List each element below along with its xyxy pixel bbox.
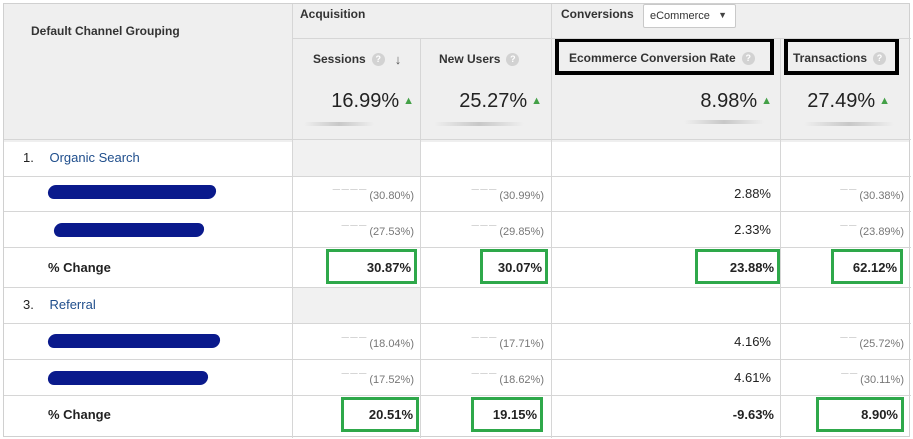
transactions-highlight-box (784, 38, 899, 75)
ecr-cell: 4.61% (734, 370, 771, 385)
new-users-cell: ¯ ¯ ¯ (29.85%) (471, 223, 544, 238)
transactions-column-header[interactable]: Transactions? (793, 51, 887, 66)
new-users-cell: ¯ ¯ ¯ (30.99%) (471, 187, 544, 202)
help-icon[interactable]: ? (741, 52, 755, 66)
report-table: Default Channel Grouping Acquisition Con… (3, 3, 911, 438)
row-divider (4, 139, 911, 140)
row-divider (4, 247, 911, 248)
change-transactions: 8.90% (861, 407, 898, 422)
dimension-header[interactable]: Default Channel Grouping (31, 24, 180, 38)
change-ecr: 23.88% (729, 260, 774, 275)
acquisition-header: Acquisition (300, 7, 366, 21)
transactions-cell: ¯ ¯ (23.89%) (840, 223, 904, 238)
percent-change-label: % Change (48, 407, 111, 422)
group-referral[interactable]: 3. Referral (23, 297, 96, 312)
dropdown-value: eCommerce (650, 10, 710, 22)
conversions-header: Conversions (561, 7, 634, 21)
ecr-label: Ecommerce Conversion Rate (569, 51, 736, 65)
change-sessions: 20.51% (368, 407, 413, 422)
transactions-cell: ¯ ¯ (30.38%) (840, 187, 904, 202)
group-row-shade (293, 140, 420, 176)
row-divider (292, 38, 911, 39)
up-arrow-icon: ▲ (879, 95, 890, 107)
summary-ecr: 8.98% ▲ (700, 90, 772, 112)
change-transactions: 62.12% (852, 260, 897, 275)
up-arrow-icon: ▲ (531, 95, 542, 107)
percent-change-label: % Change (48, 260, 111, 275)
sessions-label: Sessions (313, 52, 366, 66)
highlight-box (695, 249, 780, 284)
column-divider (420, 38, 421, 438)
row-divider (4, 323, 911, 324)
help-icon[interactable]: ? (873, 52, 887, 66)
column-divider (551, 4, 552, 438)
blurred-text (804, 122, 894, 126)
summary-transactions: 27.49% ▲ (807, 90, 890, 112)
group-row-shade (293, 288, 420, 323)
redacted-date-range (47, 371, 209, 385)
highlight-box (341, 397, 419, 432)
redacted-date-range (53, 223, 205, 237)
column-divider (780, 38, 781, 438)
row-divider (4, 287, 911, 288)
redacted-date-range (47, 185, 217, 199)
ecr-cell: 2.88% (734, 186, 771, 201)
summary-sessions: 16.99% ▲ (331, 90, 414, 112)
sort-descending-icon[interactable]: ↓ (394, 52, 402, 68)
sessions-column-header[interactable]: Sessions? ↓ (313, 52, 401, 67)
sessions-cell: ¯ ¯ ¯ (17.52%) (341, 371, 414, 386)
sessions-cell: ¯ ¯ ¯ (18.04%) (341, 335, 414, 350)
row-divider (4, 176, 911, 177)
blurred-text (304, 122, 374, 126)
up-arrow-icon: ▲ (403, 95, 414, 107)
up-arrow-icon: ▲ (761, 95, 772, 107)
new-users-label: New Users (439, 52, 501, 66)
ecr-cell: 4.16% (734, 334, 771, 349)
sessions-cell: ¯ ¯ ¯ ¯ (30.80%) (332, 187, 414, 202)
new-users-column-header[interactable]: New Users? (439, 52, 520, 67)
ecr-column-header[interactable]: Ecommerce Conversion Rate? (569, 51, 755, 66)
new-users-cell: ¯ ¯ ¯ (17.71%) (471, 335, 544, 350)
row-divider (4, 395, 911, 396)
channel-link[interactable]: Referral (49, 297, 96, 312)
redacted-date-range (47, 334, 221, 348)
change-sessions: 30.87% (366, 260, 411, 275)
help-icon[interactable]: ? (371, 53, 385, 67)
change-new-users: 30.07% (497, 260, 542, 275)
caret-down-icon: ▼ (718, 10, 727, 20)
help-icon[interactable]: ? (506, 53, 520, 67)
column-divider (292, 4, 293, 438)
channel-link[interactable]: Organic Search (49, 150, 140, 165)
row-index: 1. (23, 150, 34, 165)
row-index: 3. (23, 297, 34, 312)
change-ecr: -9.63% (732, 407, 774, 422)
group-organic-search[interactable]: 1. Organic Search (23, 150, 140, 165)
summary-new-users: 25.27% ▲ (459, 90, 542, 112)
transactions-label: Transactions (793, 51, 868, 65)
blurred-text (434, 122, 524, 126)
sessions-cell: ¯ ¯ ¯ (27.53%) (341, 223, 414, 238)
highlight-box (480, 249, 548, 284)
ecr-cell: 2.33% (734, 222, 771, 237)
transactions-cell: ¯ ¯ (30.11%) (841, 371, 904, 386)
new-users-cell: ¯ ¯ ¯ (18.62%) (471, 371, 544, 386)
ecr-highlight-box (555, 38, 774, 75)
highlight-box (831, 249, 903, 284)
row-divider (4, 359, 911, 360)
conversion-type-dropdown[interactable]: eCommerce ▼ (643, 4, 736, 28)
transactions-cell: ¯ ¯ (25.72%) (840, 335, 904, 350)
change-new-users: 19.15% (492, 407, 537, 422)
row-divider (4, 211, 911, 212)
highlight-box (471, 397, 543, 432)
blurred-text (684, 120, 764, 124)
highlight-box (816, 397, 904, 432)
highlight-box (326, 249, 417, 284)
